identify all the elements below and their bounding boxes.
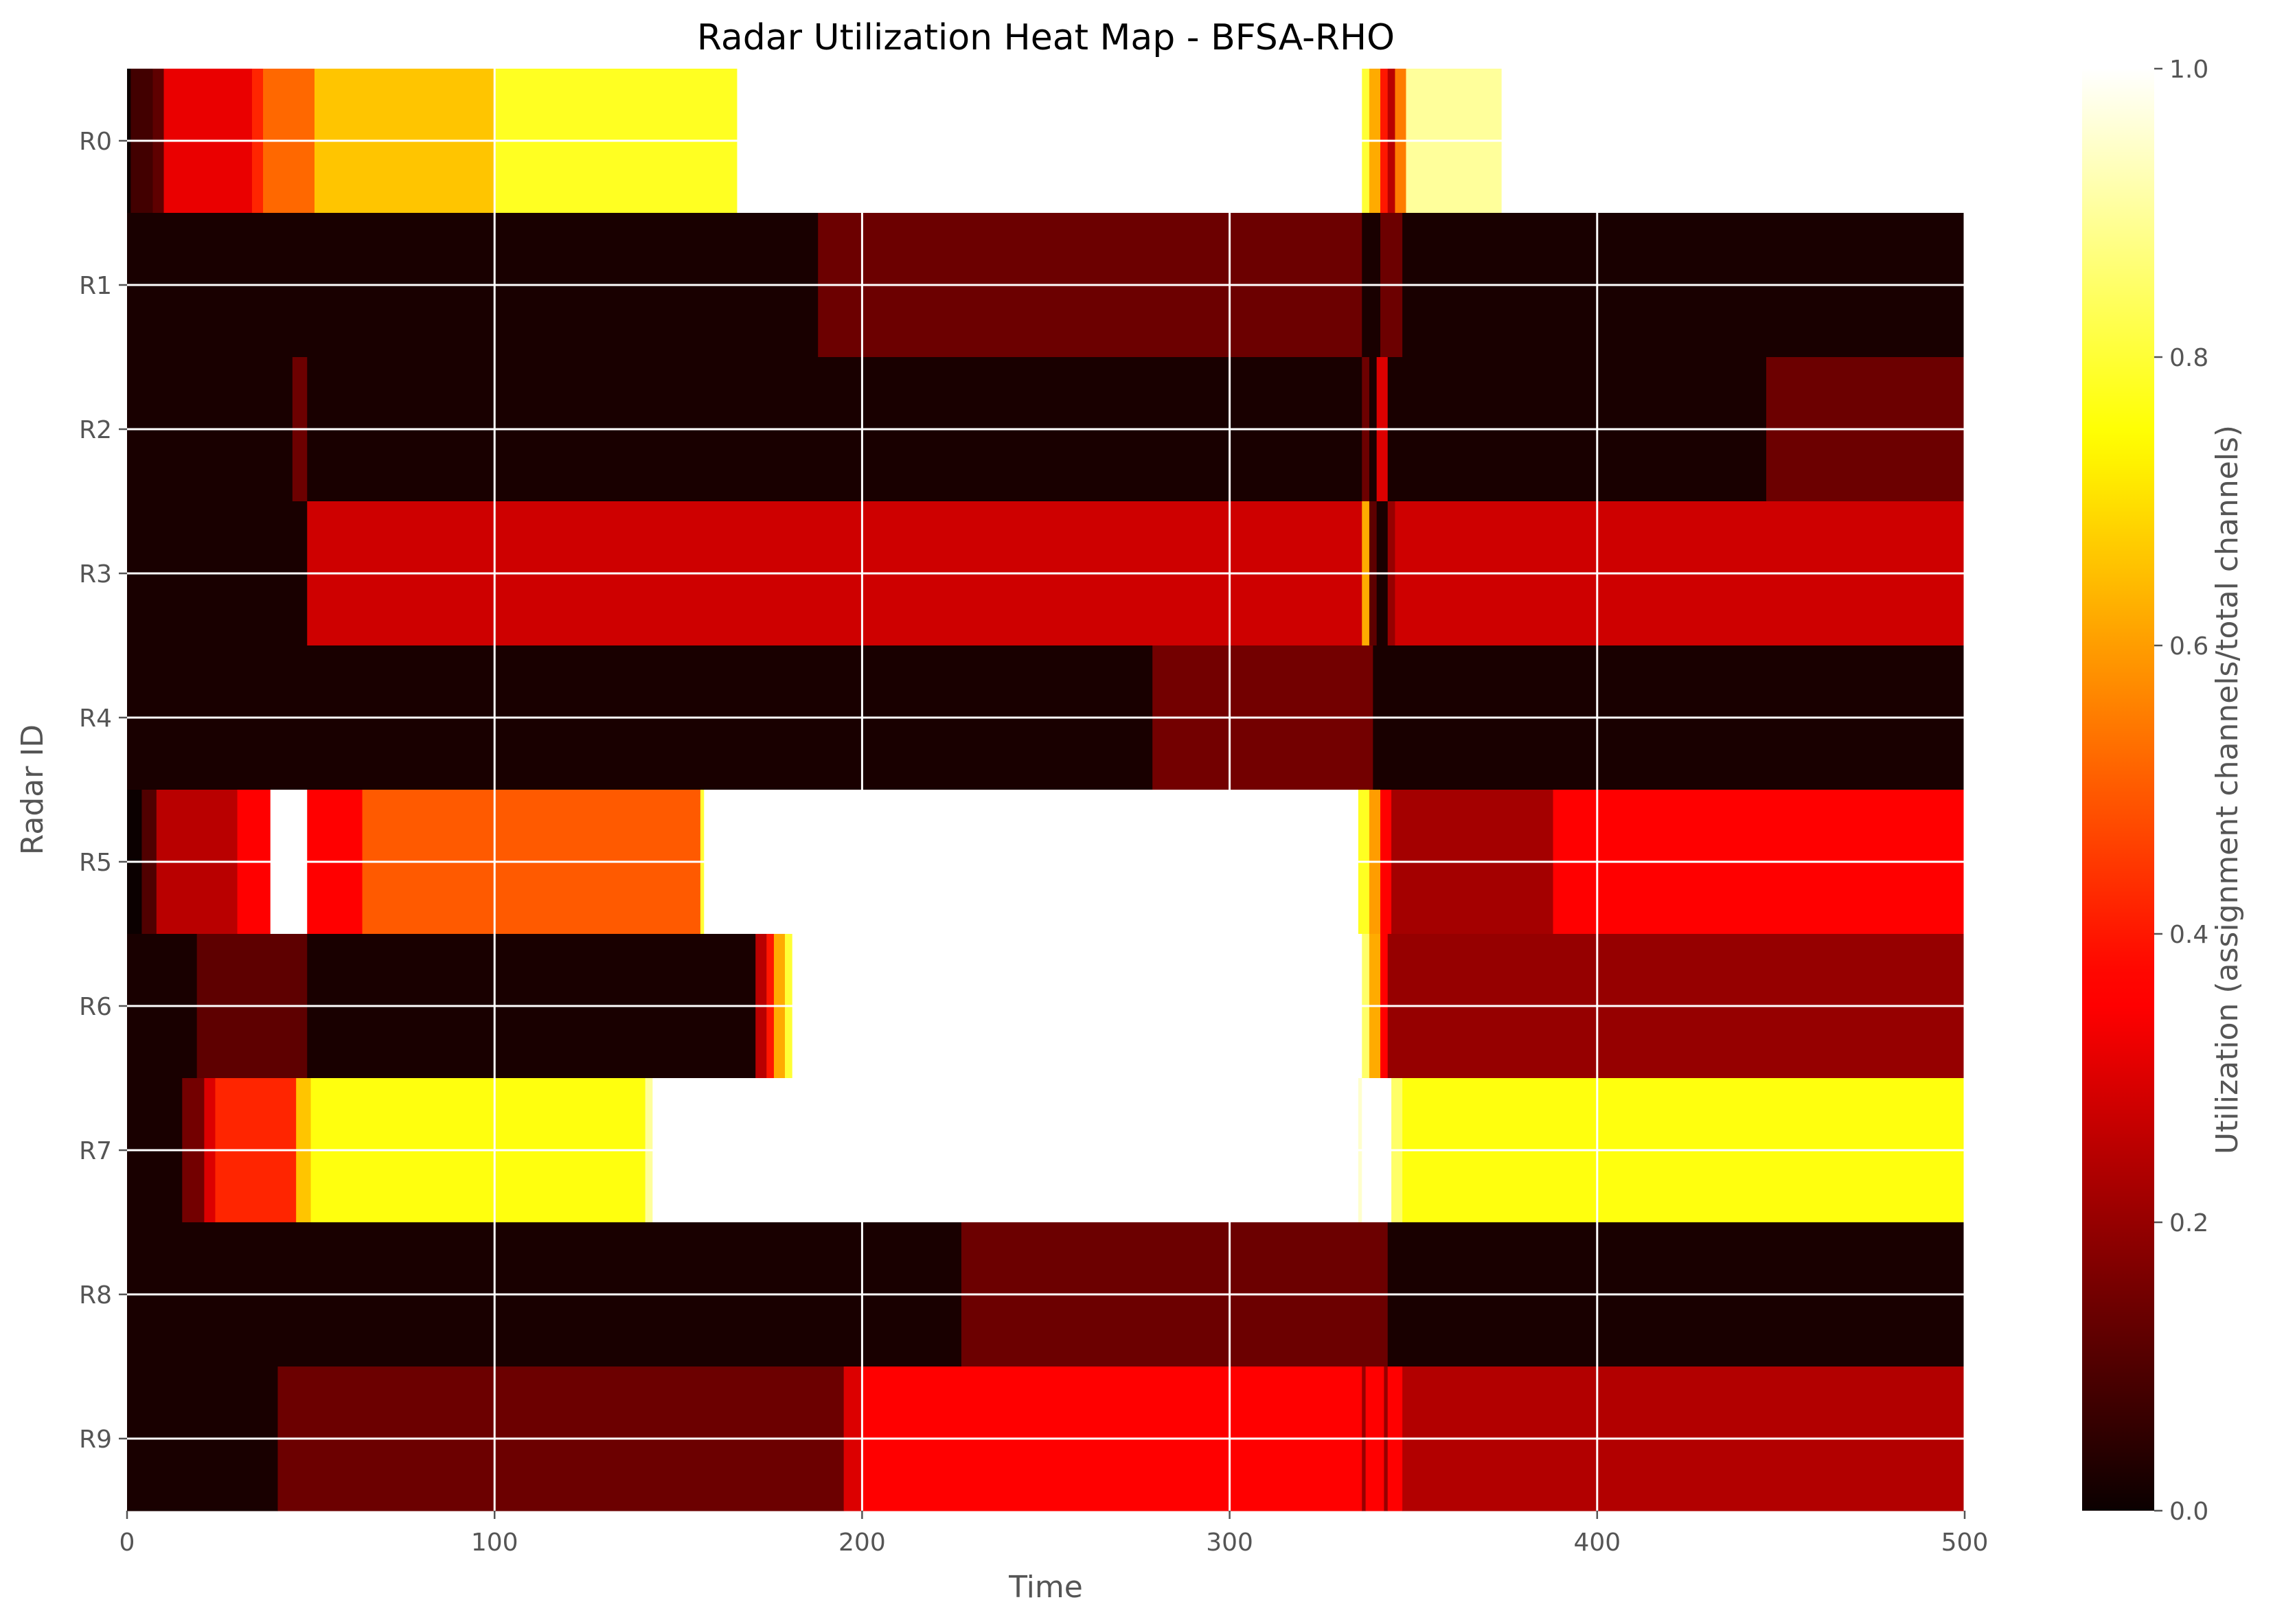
x-tick-label: 100 [471,1529,518,1557]
colorbar-tick-label: 0.0 [2169,1498,2208,1526]
y-tick-label: R6 [79,993,112,1021]
x-tick-label: 200 [838,1529,886,1557]
grid-lines [127,69,1966,1511]
colorbar-ticks: 0.0 0.2 0.4 0.6 0.8 1.0 [2154,56,2208,1526]
colorbar-tick-label: 0.8 [2169,344,2208,372]
colorbar-label: Utilization (assignment channels/total c… [2210,425,2245,1154]
y-tick-label: R3 [79,560,112,588]
x-tick-label: 300 [1206,1529,1253,1557]
colorbar-tick-label: 1.0 [2169,56,2208,84]
x-axis-ticks: 0 100 200 300 400 500 [119,1511,1989,1557]
colorbar-tick-label: 0.2 [2169,1209,2208,1237]
x-tick-label: 0 [119,1529,135,1557]
colorbar-tick-label: 0.4 [2169,921,2208,949]
x-tick-label: 500 [1941,1529,1989,1557]
y-tick-label: R1 [79,272,112,300]
y-tick-label: R7 [79,1137,112,1165]
y-tick-label: R4 [79,705,112,733]
y-tick-label: R8 [79,1281,112,1310]
colorbar [2082,69,2154,1511]
y-tick-label: R2 [79,416,112,444]
y-axis-label: Radar ID [15,724,50,855]
x-tick-label: 400 [1573,1529,1621,1557]
x-axis-label: Time [1008,1570,1083,1605]
y-tick-label: R0 [79,128,112,156]
y-axis-ticks: R0 R1 R2 R3 R4 R5 R6 R7 R8 R9 [79,128,127,1454]
y-tick-label: R9 [79,1426,112,1454]
chart-title: Radar Utilization Heat Map - BFSA-RHO [697,17,1395,58]
y-tick-label: R5 [79,849,112,877]
colorbar-tick-label: 0.6 [2169,632,2208,661]
